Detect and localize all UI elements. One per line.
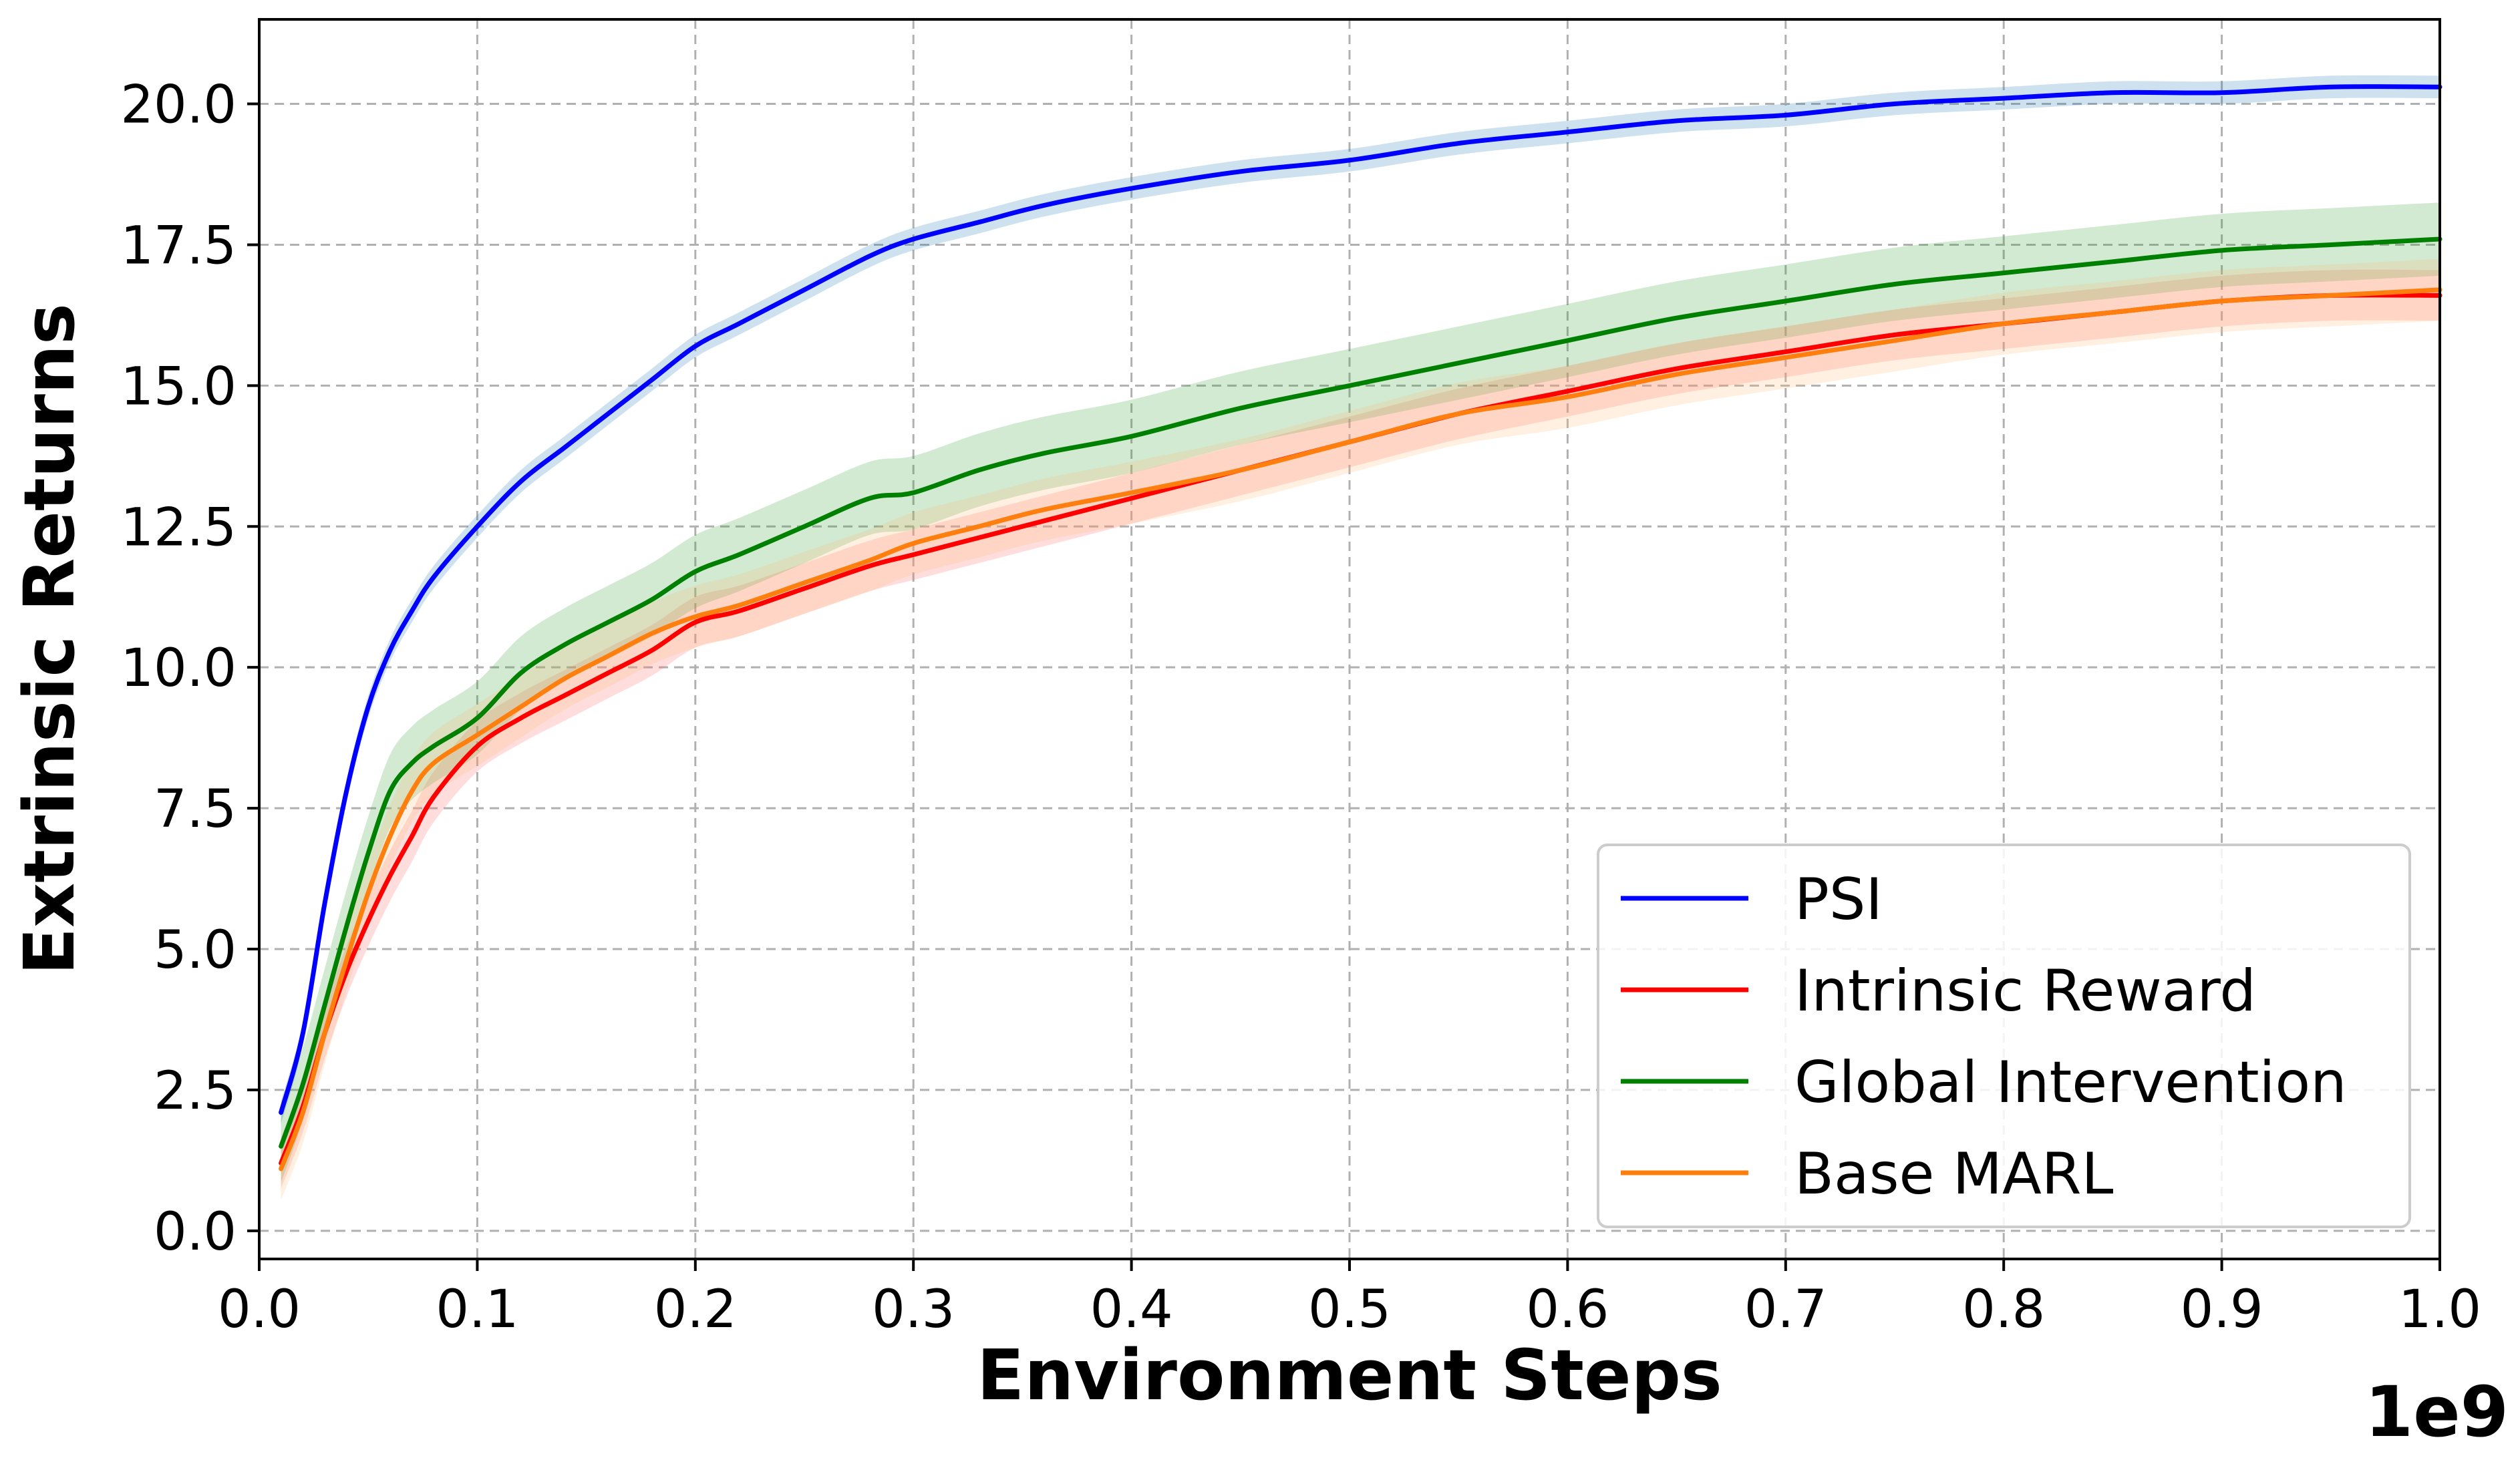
y-tick-label: 0.0	[154, 1202, 237, 1262]
global-intervention-band	[281, 202, 2440, 1183]
x-tick-label: 0.2	[654, 1280, 737, 1340]
y-axis-title: Extrinsic Returns	[9, 303, 90, 975]
x-tick-label: 0.4	[1090, 1280, 1173, 1340]
x-axis-title: Environment Steps	[977, 1334, 1722, 1416]
y-tick-label: 7.5	[154, 779, 237, 840]
x-axis-ticks: 0.0 0.1 0.2 0.3 0.4 0.5 0.6 0.7 0.8 0.9 1.0	[218, 1259, 2481, 1340]
y-tick-label: 17.5	[120, 216, 237, 276]
y-tick-label: 10.0	[120, 638, 237, 699]
x-tick-label: 0.5	[1308, 1280, 1391, 1340]
x-tick-label: 0.0	[218, 1280, 301, 1340]
x-tick-label: 1.0	[2398, 1280, 2481, 1340]
series-lines	[279, 84, 2443, 1171]
confidence-bands	[281, 75, 2440, 1200]
legend-label-base-marl: Base MARL	[1794, 1141, 2114, 1208]
x-tick-label: 0.3	[872, 1280, 955, 1340]
global-intervention-line	[279, 236, 2443, 1149]
x-tick-label: 0.1	[436, 1280, 518, 1340]
legend-label-global-intervention: Global Intervention	[1794, 1049, 2347, 1116]
y-tick-label: 2.5	[154, 1061, 237, 1121]
legend-label-intrinsic-reward: Intrinsic Reward	[1794, 958, 2256, 1025]
y-tick-label: 15.0	[120, 357, 237, 417]
base-marl-band	[281, 258, 2440, 1200]
legend-label-psi: PSI	[1794, 866, 1883, 933]
x-tick-label: 0.8	[1962, 1280, 2045, 1340]
base-marl-line	[279, 287, 2443, 1171]
legend: PSI Intrinsic Reward Global Intervention Ba…	[1597, 844, 2411, 1228]
x-tick-label: 0.7	[1744, 1280, 1827, 1340]
x-tick-label: 0.6	[1526, 1280, 1609, 1340]
y-tick-label: 20.0	[120, 75, 237, 136]
intrinsic-reward-line	[279, 293, 2443, 1166]
legend-box	[1597, 844, 2411, 1228]
y-axis-ticks: 0.0 2.5 5.0 7.5 10.0 12.5 15.0 17.5 20.0	[120, 75, 259, 1262]
x-axis-offset-label: 1e9	[2365, 1371, 2509, 1453]
intrinsic-reward-band	[281, 269, 2440, 1189]
y-tick-label: 12.5	[120, 498, 237, 558]
psi-line	[279, 84, 2443, 1115]
x-tick-label: 0.9	[2181, 1280, 2263, 1340]
y-tick-label: 5.0	[154, 920, 237, 980]
